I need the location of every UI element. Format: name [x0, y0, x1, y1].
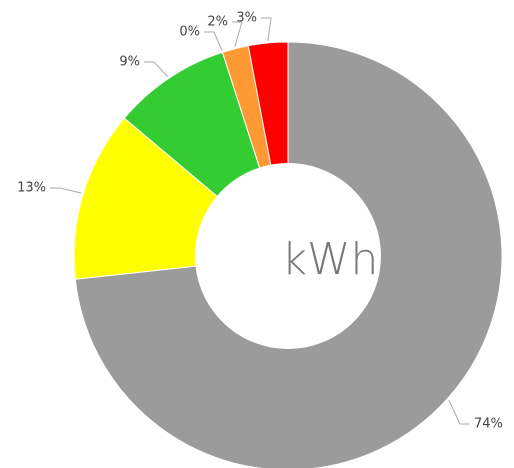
slice-label: 9%	[119, 55, 140, 70]
slice-label: 3%	[236, 11, 257, 26]
leader-line	[144, 61, 169, 77]
slice-label: 2%	[207, 15, 228, 30]
leader-line	[50, 187, 82, 194]
leader-line	[448, 399, 470, 425]
slice-label: 0%	[179, 25, 200, 40]
leader-line	[261, 17, 272, 42]
leader-line	[204, 31, 223, 51]
center-label: kWh	[282, 234, 379, 285]
donut-hole	[195, 163, 381, 349]
slice-label: 13%	[17, 181, 46, 196]
slice-label: 74%	[474, 417, 503, 432]
leader-line	[232, 21, 243, 47]
